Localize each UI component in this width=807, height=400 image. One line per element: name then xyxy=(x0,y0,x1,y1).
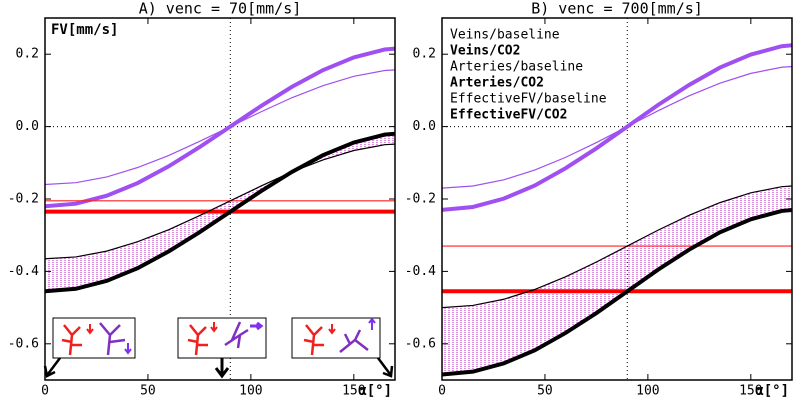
y-tick-label: 0.0 xyxy=(413,119,436,134)
x-tick-label: 50 xyxy=(537,384,553,399)
y-tick-label: 0.0 xyxy=(16,119,39,134)
x-tick-label: 0 xyxy=(438,384,446,399)
series-line xyxy=(45,143,395,260)
y-tick-label: 0.2 xyxy=(413,47,436,62)
plot-area xyxy=(442,18,792,380)
y-tick-label: -0.4 xyxy=(8,264,39,279)
series-line xyxy=(45,131,395,294)
x-tick-label: 50 xyxy=(140,384,156,399)
vessel-icons xyxy=(43,317,394,379)
legend-entry: EffectiveFV/CO2 xyxy=(450,108,567,123)
series-line xyxy=(45,46,395,209)
series-line xyxy=(442,185,792,309)
chart-title: A) venc = 70[mm/s] xyxy=(139,0,302,18)
x-tick-label: 150 xyxy=(342,384,365,399)
y-tick-label: -0.6 xyxy=(405,336,436,351)
y-tick-label: 0.2 xyxy=(16,47,39,62)
y-tick-label: -0.6 xyxy=(8,336,39,351)
series-line xyxy=(442,43,792,212)
legend-entry: EffectiveFV/baseline xyxy=(450,92,607,107)
y-tick-label: -0.2 xyxy=(405,192,436,207)
y-tick-label: -0.4 xyxy=(405,264,436,279)
x-tick-label: 100 xyxy=(239,384,262,399)
series-line xyxy=(442,207,792,377)
legend-entry: Veins/baseline xyxy=(450,28,560,43)
x-tick-label: 150 xyxy=(739,384,762,399)
chart-title: B) venc = 700[mm/s] xyxy=(531,0,703,18)
legend-entry: Arteries/baseline xyxy=(450,60,583,75)
legend-entry: Veins/CO2 xyxy=(450,44,520,59)
legend-entry: Arteries/CO2 xyxy=(450,76,544,91)
x-axis-label: α[°] xyxy=(755,383,789,399)
y-tick-label: -0.2 xyxy=(8,192,39,207)
x-axis-label: α[°] xyxy=(358,383,392,399)
x-tick-label: 0 xyxy=(41,384,49,399)
shaded-band xyxy=(442,185,792,375)
x-tick-label: 100 xyxy=(636,384,659,399)
y-axis-label: FV[mm/s] xyxy=(51,22,118,38)
plot-area xyxy=(45,18,395,380)
